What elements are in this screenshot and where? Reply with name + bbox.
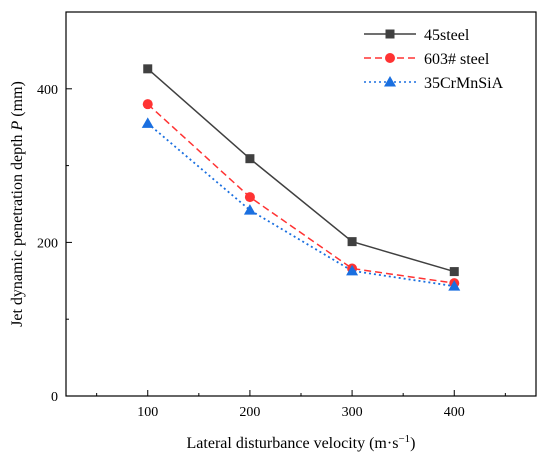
series-1 bbox=[143, 64, 459, 277]
legend-item: 35CrMnSiA bbox=[364, 75, 504, 92]
data-point bbox=[141, 117, 154, 128]
axis-ticks: 100 200 300 400 0 200 400 bbox=[37, 83, 506, 420]
data-point bbox=[244, 192, 255, 203]
y-axis-title: Jet dynamic penetration depth P (mm) bbox=[9, 81, 26, 327]
data-point bbox=[142, 99, 153, 110]
x-tick-label: 100 bbox=[137, 405, 158, 420]
series-3 bbox=[141, 117, 461, 291]
series-layer bbox=[141, 64, 461, 291]
legend-marker bbox=[385, 29, 395, 39]
series-line bbox=[147, 68, 455, 273]
data-point bbox=[245, 154, 255, 164]
data-point bbox=[448, 280, 461, 291]
series-line bbox=[147, 103, 455, 284]
data-point bbox=[449, 267, 459, 277]
x-tick-label: 300 bbox=[342, 405, 363, 420]
legend-marker bbox=[385, 53, 395, 63]
data-point bbox=[143, 64, 153, 74]
data-point bbox=[346, 264, 359, 276]
legend-item: 45steel bbox=[364, 27, 470, 44]
y-tick-label: 400 bbox=[37, 83, 58, 98]
data-point bbox=[347, 237, 357, 247]
plot-frame bbox=[65, 11, 537, 397]
x-tick-label: 200 bbox=[239, 405, 260, 420]
data-point bbox=[243, 204, 256, 215]
x-axis-title: Lateral disturbance velocity (m·s−1) bbox=[187, 433, 416, 452]
legend: 45steel 603# steel 35CrMnSiA bbox=[364, 27, 504, 92]
y-tick-label: 200 bbox=[37, 236, 58, 251]
series-line bbox=[147, 122, 455, 288]
legend-label: 35CrMnSiA bbox=[424, 75, 504, 92]
x-tick-label: 400 bbox=[444, 405, 465, 420]
y-tick-label: 0 bbox=[51, 390, 58, 405]
legend-label: 603# steel bbox=[424, 51, 490, 68]
legend-marker bbox=[384, 76, 396, 87]
legend-item: 603# steel bbox=[364, 51, 490, 68]
legend-label: 45steel bbox=[424, 27, 470, 44]
